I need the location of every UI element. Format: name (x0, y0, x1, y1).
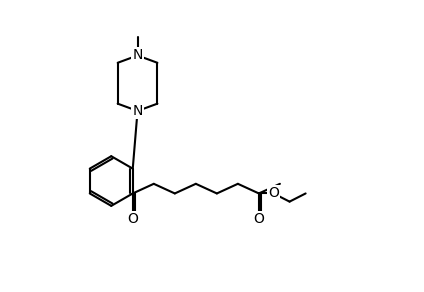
Text: N: N (132, 48, 143, 62)
Text: O: O (254, 212, 264, 226)
Text: O: O (127, 212, 138, 226)
Text: O: O (268, 187, 279, 200)
Text: N: N (132, 104, 143, 118)
